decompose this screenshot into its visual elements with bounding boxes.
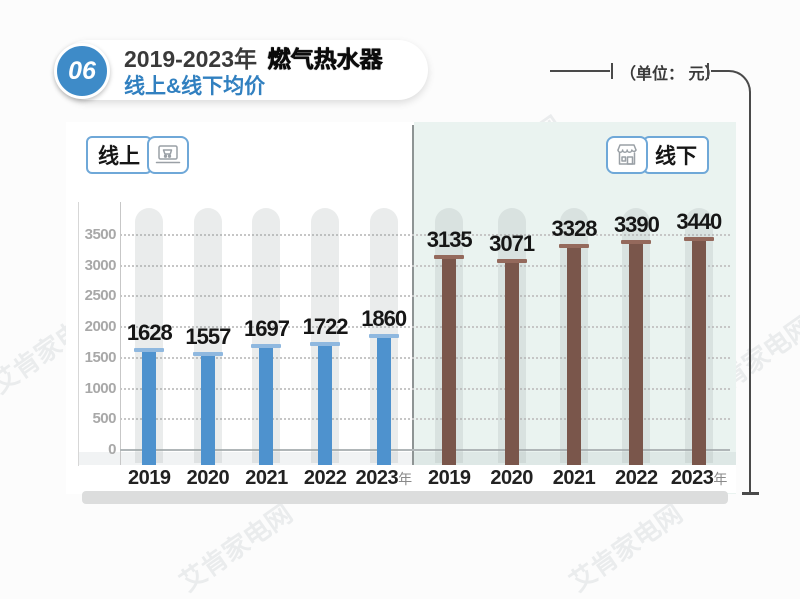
storefront-icon <box>606 136 648 174</box>
page-title: 2019-2023年 燃气热水器 线上&线下均价 <box>124 46 382 100</box>
bar-value-label: 3390 <box>613 211 660 237</box>
laptop-cart-icon <box>147 136 189 174</box>
gridline <box>120 387 730 390</box>
year-suffix: 年 <box>713 471 727 487</box>
x-axis-year-label: 2023年 <box>355 467 412 489</box>
gridline <box>120 295 730 298</box>
bar-value-label: 1722 <box>302 314 349 340</box>
x-axis-year-label: 2022 <box>615 467 658 489</box>
gridline <box>120 356 730 359</box>
bar-cap <box>683 236 714 241</box>
bar-column: 3390 2022 <box>605 206 667 493</box>
unit-label: （单位： 元） <box>620 66 721 83</box>
bar-column: 3135 2019 <box>418 206 480 493</box>
bar-cap <box>251 343 282 348</box>
bar-column: 1557 2020 <box>179 206 238 493</box>
header-card <box>58 40 428 100</box>
bar <box>259 345 274 465</box>
y-axis-tick-label: 500 <box>92 410 116 428</box>
online-bar-panel: 1628 2019 1557 2020 1697 2021 1722 2022 1860 2023… <box>120 206 413 493</box>
title-year-range: 2019-2023年 <box>124 46 257 72</box>
bar-column: 1860 2023年 <box>354 206 413 493</box>
section-number-badge: 06 <box>54 43 110 99</box>
bar <box>142 350 157 465</box>
bar <box>504 261 519 465</box>
bar <box>376 335 391 465</box>
offline-bar-panel: 3135 2019 3071 2020 3328 2021 3390 2022 3440 2023… <box>418 206 730 493</box>
unit-bracket-line <box>550 70 610 72</box>
bar-value-label: 3328 <box>551 215 598 241</box>
x-axis-year-label: 2021 <box>552 467 596 489</box>
y-axis-tick-label: 1500 <box>84 348 117 366</box>
y-axis-tick-label: 1000 <box>84 379 117 397</box>
y-axis-line <box>120 202 121 466</box>
unit-bracket-tick <box>611 63 613 79</box>
bar-cap <box>310 342 341 347</box>
bar-value-label: 1628 <box>126 320 173 345</box>
unit-bracket-end <box>742 492 759 495</box>
gridline <box>120 418 730 421</box>
bar-cap <box>496 259 527 264</box>
legend-online: 线上 <box>86 136 189 174</box>
bar-cap <box>134 348 165 352</box>
x-axis-year-label: 2019 <box>128 467 171 489</box>
bar-cap <box>434 255 465 260</box>
gridline <box>120 264 730 267</box>
legend-offline-label: 线下 <box>643 136 709 174</box>
bar <box>318 344 333 465</box>
bar-value-label: 1860 <box>361 305 407 331</box>
bar-column: 1697 2021 <box>237 206 296 493</box>
bar-cap <box>621 239 652 244</box>
axis-left-border <box>78 202 79 466</box>
card-bottom-shadow <box>82 491 728 504</box>
unit-bracket-corner <box>711 70 751 494</box>
x-axis-year-label: 2020 <box>490 467 533 489</box>
panel-divider <box>412 125 414 465</box>
bar-column: 3328 2021 <box>543 206 605 493</box>
bar-column: 3440 2023年 <box>668 206 730 493</box>
watermark-text: 艾肯家电网 <box>564 498 688 598</box>
title-subtitle: 线上&线下均价 <box>124 75 266 99</box>
title-product-name: 燃气热水器 <box>267 46 383 72</box>
watermark-text: 艾肯家电网 <box>174 498 298 598</box>
x-axis-year-label: 2019 <box>427 467 471 489</box>
gridline <box>120 326 730 329</box>
x-axis-strip <box>120 465 736 493</box>
bar <box>691 238 706 465</box>
bar-column: 1628 2019 <box>120 206 179 493</box>
gridline <box>120 234 730 236</box>
bar-value-label: 1697 <box>244 315 290 341</box>
bar-cap <box>368 333 399 338</box>
bar-cap <box>192 352 223 357</box>
y-axis-tick-label: 2000 <box>84 318 117 336</box>
y-axis-tick-label: 0 <box>108 441 116 458</box>
x-axis-baseline <box>120 449 730 451</box>
unit-bracket-tick <box>707 63 709 79</box>
y-axis-tick-label: 2500 <box>84 287 117 305</box>
legend-offline: 线下 <box>606 136 709 174</box>
bar-value-label: 3071 <box>489 231 535 257</box>
y-axis-tick-label: 3000 <box>84 256 117 274</box>
legend-online-label: 线上 <box>86 136 152 174</box>
x-axis-year-label: 2022 <box>303 467 347 489</box>
bar-cap <box>559 243 590 248</box>
x-axis-year-label: 2021 <box>245 467 288 489</box>
bar-column: 1722 2022 <box>296 206 355 493</box>
bar <box>442 257 457 465</box>
bar-value-label: 3135 <box>426 227 473 253</box>
bar <box>200 354 215 465</box>
year-suffix: 年 <box>398 471 412 487</box>
y-axis-tick-label: 3500 <box>84 226 117 243</box>
x-axis-year-label: 2023年 <box>670 467 727 489</box>
bar-column: 3071 2020 <box>480 206 542 493</box>
chart-card: 0 500 1000 1500 2000 2500 3000 3500 1628 2019 155… <box>66 122 736 494</box>
x-axis-year-label: 2020 <box>186 467 230 489</box>
bar <box>629 241 644 465</box>
bar-value-label: 3440 <box>676 208 722 234</box>
bar <box>567 245 582 465</box>
bar-value-label: 1557 <box>185 324 231 350</box>
